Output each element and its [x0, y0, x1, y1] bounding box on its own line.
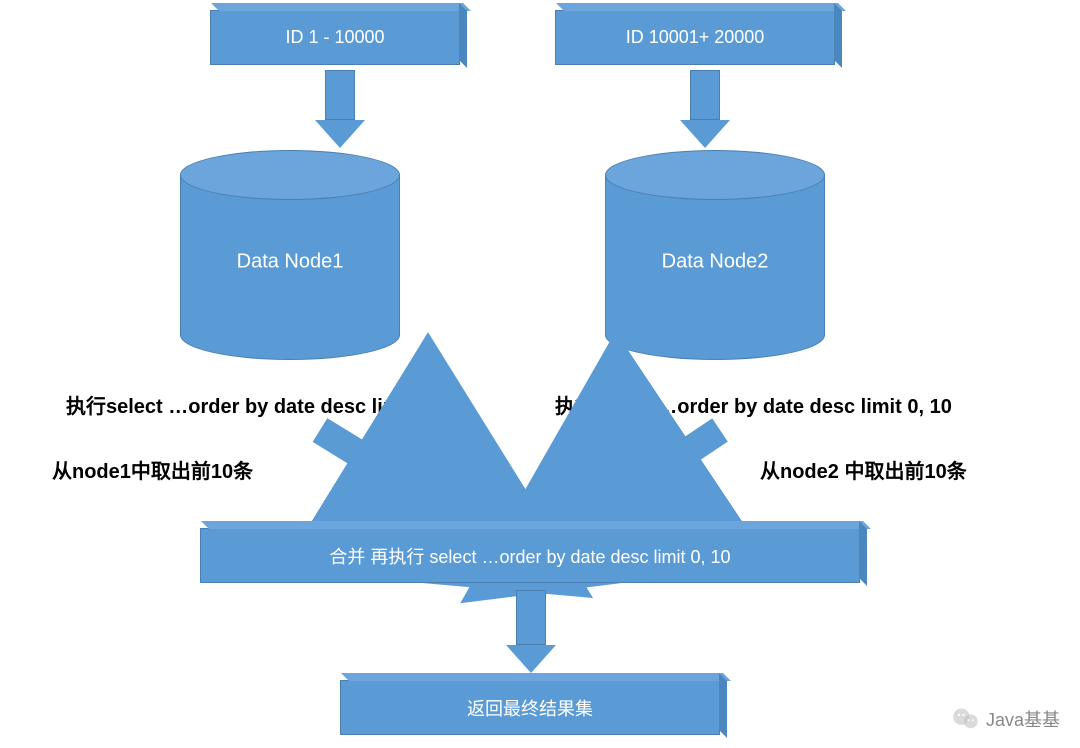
- exec-sql-left-label: 执行select …order by date desc limit 0, 10: [66, 390, 463, 419]
- merge-box-label: 合并 再执行 select …order by date desc limit …: [329, 543, 730, 569]
- data-node-2-cylinder: Data Node2: [605, 150, 825, 360]
- id-range-box-2: ID 10001+ 20000: [555, 10, 835, 65]
- data-node-2-label: Data Node2: [605, 250, 825, 273]
- watermark-text: Java基基: [986, 706, 1060, 732]
- id-range-2-label: ID 10001+ 20000: [626, 27, 765, 48]
- wechat-icon: [952, 705, 980, 733]
- id-range-box-1: ID 1 - 10000: [210, 10, 460, 65]
- arrow-id2-to-node2: [680, 70, 730, 148]
- result-box-label: 返回最终结果集: [467, 695, 593, 721]
- arrow-node1-to-merge: [310, 420, 490, 530]
- from-node2-label: 从node2 中取出前10条: [760, 455, 967, 484]
- id-range-1-label: ID 1 - 10000: [285, 27, 384, 48]
- watermark: Java基基: [952, 705, 1060, 733]
- arrow-merge-to-result: [506, 590, 556, 673]
- exec-sql-right-label: 执行select …order by date desc limit 0, 10: [555, 390, 952, 419]
- data-node-1-cylinder: Data Node1: [180, 150, 400, 360]
- arrow-id1-to-node1: [315, 70, 365, 148]
- result-box: 返回最终结果集: [340, 680, 720, 735]
- merge-box: 合并 再执行 select …order by date desc limit …: [200, 528, 860, 583]
- flowchart-diagram: ID 1 - 10000 ID 10001+ 20000 Data Node1 …: [0, 0, 1080, 748]
- from-node1-label: 从node1中取出前10条: [52, 455, 253, 484]
- data-node-1-label: Data Node1: [180, 250, 400, 273]
- arrow-node2-to-merge: [560, 420, 740, 530]
